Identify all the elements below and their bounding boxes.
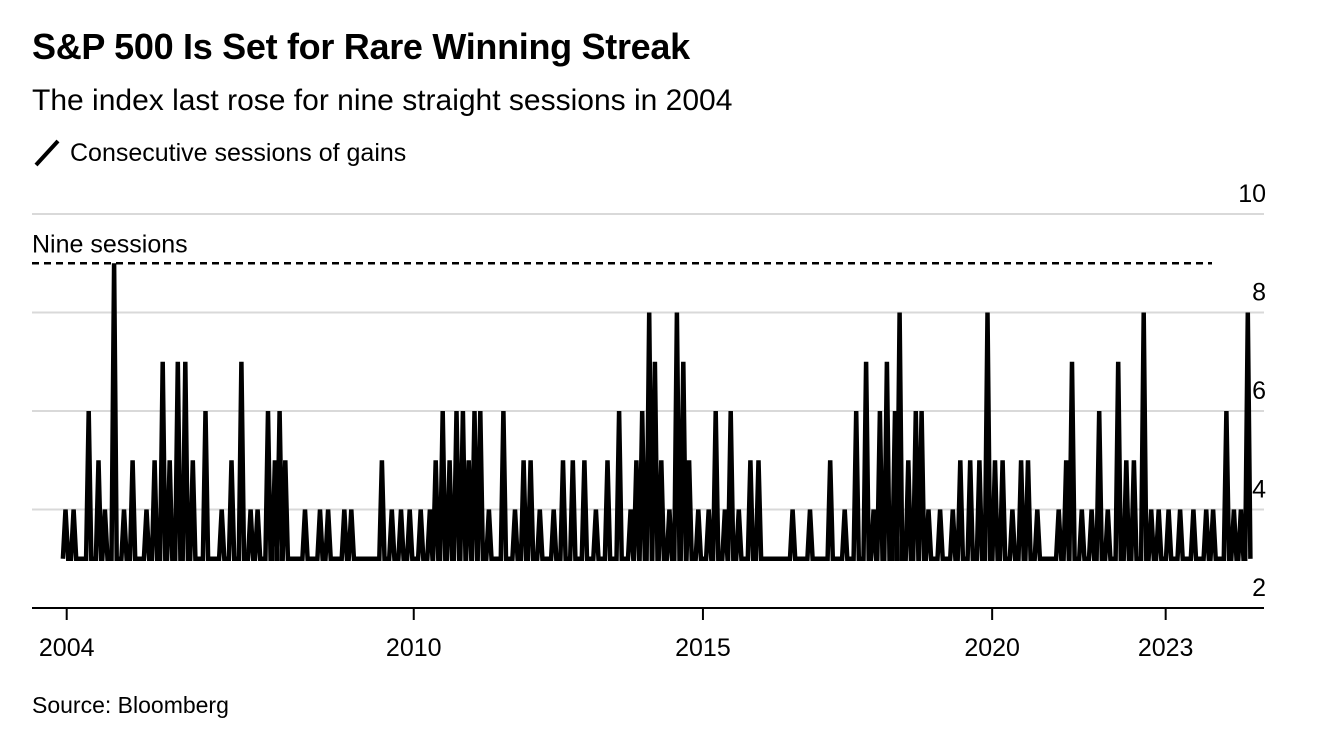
reference-line-group: Nine sessions [32, 230, 1212, 265]
source-note: Source: Bloomberg [32, 692, 229, 718]
y-tick-label: 2 [1252, 574, 1266, 602]
reference-line-label: Nine sessions [32, 230, 188, 258]
series-line [60, 263, 1253, 562]
legend-label: Consecutive sessions of gains [70, 138, 407, 167]
legend: Consecutive sessions of gains [32, 138, 406, 168]
y-tick-label: 4 [1252, 476, 1266, 504]
x-tick-label: 2004 [39, 634, 95, 662]
y-tick-label: 8 [1252, 279, 1266, 307]
y-tick-label: 6 [1252, 377, 1266, 405]
chart-title: S&P 500 Is Set for Rare Winning Streak [32, 26, 690, 67]
x-tick-label: 2010 [386, 634, 442, 662]
x-tick-label: 2020 [964, 634, 1020, 662]
x-tick-label: 2015 [675, 634, 731, 662]
chart-subtitle: The index last rose for nine straight se… [32, 84, 733, 117]
line-series-icon [34, 139, 60, 167]
y-tick-label: 10 [1238, 180, 1266, 208]
series-group [60, 263, 1253, 562]
axes: 2 4 6 8 10 2004 2010 2015 2020 2023 [32, 180, 1266, 662]
x-tick-label: 2023 [1138, 634, 1194, 662]
